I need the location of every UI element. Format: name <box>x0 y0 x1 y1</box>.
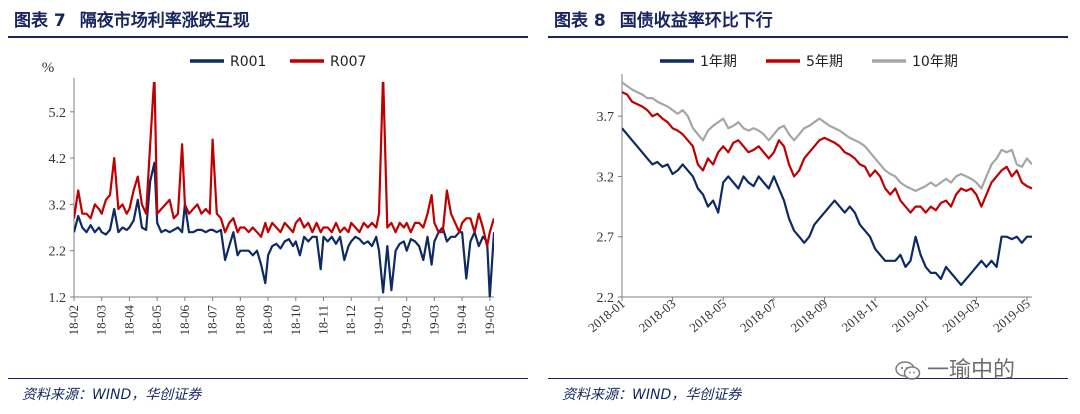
series-line <box>622 91 1032 214</box>
x-tick-label: 2018-03 <box>636 296 679 335</box>
series-line <box>622 81 1032 192</box>
source-rule <box>548 378 1068 379</box>
chart-title: 国债收益率环比下行 <box>619 11 773 31</box>
x-tick-label: 2018-07 <box>737 295 780 335</box>
series-line <box>74 161 494 297</box>
x-tick-label: 2019-03 <box>939 296 982 335</box>
x-tick-label: 2018-09 <box>788 296 831 335</box>
y-axis-label: % <box>42 60 55 76</box>
source-rule <box>8 378 528 379</box>
x-tick-label: 2018-11 <box>839 296 881 335</box>
panel-title-right: 图表 8 国债收益率环比下行 <box>554 6 773 32</box>
x-tick-label: 18-07 <box>205 305 220 336</box>
watermark-text: 一瑜中的 <box>927 358 1016 383</box>
panel-right: 图表 8 国债收益率环比下行 2.2 2.7 3.2 3.7 2018-01 2018-03… <box>548 0 1076 414</box>
x-tick-label: 18-09 <box>260 305 275 335</box>
x-tick-label: 19-02 <box>399 305 414 335</box>
figure-label: 图表 8 <box>554 11 606 31</box>
panel-title-left: 图表 7 隔夜市场利率涨跌互现 <box>14 6 250 32</box>
legend-label: 1年期 <box>700 54 737 70</box>
y-tick-label: 1.2 <box>49 291 67 306</box>
chart-title: 隔夜市场利率涨跌互现 <box>79 11 250 31</box>
y-tick-label: 2.2 <box>49 245 67 260</box>
legend-label: R001 <box>230 54 266 70</box>
source-note: 资料来源：WIND，华创证券 <box>562 387 742 403</box>
x-tick-label: 19-01 <box>371 305 386 335</box>
x-tick-label: 18-10 <box>288 305 303 335</box>
x-tick-label: 18-06 <box>177 305 192 336</box>
x-tick-label: 18-11 <box>316 305 331 335</box>
y-tick-label: 3.2 <box>597 170 615 185</box>
panel-left: 图表 7 隔夜市场利率涨跌互现 1.2 2.2 3.2 4.2 5.2% 18-02 18-0… <box>8 0 536 414</box>
x-tick-label: 18-02 <box>66 305 81 335</box>
series-line <box>622 127 1032 286</box>
y-tick-label: 2.7 <box>597 231 615 246</box>
x-tick-label: 2019-01 <box>889 296 932 335</box>
y-tick-label: 2.2 <box>597 291 615 306</box>
y-tick-label: 3.7 <box>597 110 615 125</box>
x-tick-label: 18-12 <box>343 305 358 335</box>
x-tick-label: 19-05 <box>482 305 497 335</box>
x-tick-label: 18-08 <box>232 305 247 335</box>
wechat-icon <box>895 361 921 380</box>
x-tick-label: 18-03 <box>94 305 109 335</box>
y-tick-label: 4.2 <box>49 152 67 167</box>
chart-left: 1.2 2.2 3.2 4.2 5.2% 18-02 18-03 18-04 18-05 18-0… <box>42 54 497 336</box>
x-tick-label: 19-04 <box>454 305 469 336</box>
watermark: 一瑜中的 <box>895 352 1015 384</box>
series-group <box>622 81 1032 286</box>
x-tick-label: 19-03 <box>426 305 441 335</box>
legend-label: 5年期 <box>806 54 843 70</box>
x-tick-label: 18-04 <box>121 305 136 336</box>
x-tick-label: 18-05 <box>149 305 164 335</box>
title-rule <box>548 36 1068 38</box>
source-note: 资料来源：WIND，华创证券 <box>22 387 202 403</box>
series-line <box>74 82 494 248</box>
series-group <box>74 82 494 297</box>
title-rule <box>8 36 528 38</box>
y-tick-label: 3.2 <box>49 198 67 213</box>
legend-label: R007 <box>330 54 366 70</box>
y-tick-label: 5.2 <box>49 106 67 121</box>
figure-label: 图表 7 <box>14 11 66 31</box>
x-tick-label: 2018-05 <box>686 296 729 335</box>
legend-label: 10年期 <box>912 54 958 70</box>
x-tick-label: 2019-05 <box>990 296 1033 335</box>
